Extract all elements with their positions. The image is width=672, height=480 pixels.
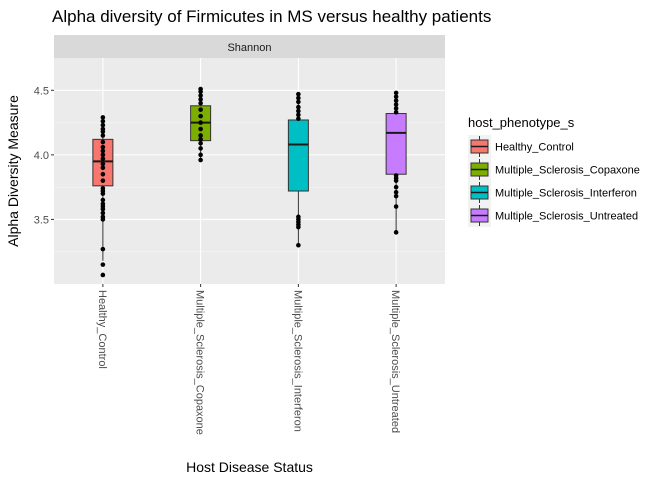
data-point: [100, 156, 106, 162]
data-point: [393, 173, 399, 178]
data-point: [198, 140, 203, 146]
chart-title: Alpha diversity of Firmicutes in MS vers…: [52, 7, 491, 26]
box-Multiple_Sclerosis_Copaxone: [190, 86, 212, 163]
data-point: [296, 95, 301, 101]
legend-label: Multiple_Sclerosis_Interferon: [495, 188, 637, 200]
data-point: [198, 137, 203, 142]
data-point: [100, 139, 106, 145]
data-point: [198, 97, 203, 102]
legend-item-Multiple_Sclerosis_Untreated: Multiple_Sclerosis_Untreated: [468, 204, 638, 227]
data-point: [198, 152, 203, 158]
data-point: [393, 98, 399, 103]
data-point: [393, 190, 399, 195]
data-point: [198, 100, 203, 106]
data-point: [100, 148, 106, 154]
data-point: [100, 197, 106, 203]
data-point: [100, 262, 106, 267]
axes: 3.5 4.0 4.5 Healthy_Control Multiple_Scleros…: [34, 85, 401, 435]
data-point: [393, 184, 399, 190]
data-point: [100, 210, 106, 216]
data-point: [393, 109, 399, 115]
data-point: [100, 115, 106, 120]
legend-label: Healthy_Control: [495, 142, 574, 154]
data-point: [393, 90, 399, 96]
data-point: [100, 186, 106, 191]
data-point: [198, 157, 203, 163]
data-point: [296, 91, 301, 97]
data-point: [100, 118, 106, 124]
plot-panel: [54, 58, 445, 284]
data-point: [296, 104, 301, 110]
data-point: [198, 113, 203, 119]
data-point: [198, 133, 203, 138]
data-point: [100, 246, 106, 252]
data-point: [296, 108, 301, 114]
data-point: [100, 214, 106, 220]
x-tick-label: Multiple_Sclerosis_Interferon: [291, 290, 303, 432]
facet-label: Shannon: [227, 42, 271, 54]
legend: host_phenotype_s Healthy_Control Multiple…: [468, 115, 640, 227]
data-point: [198, 120, 203, 125]
data-point: [296, 99, 301, 105]
legend-label: Multiple_Sclerosis_Untreated: [495, 211, 638, 223]
data-point: [393, 204, 399, 209]
y-axis-title: Alpha Diversity Measure: [5, 95, 21, 247]
data-point: [393, 102, 399, 107]
data-point: [393, 230, 399, 235]
data-point: [198, 126, 203, 132]
legend-item-Multiple_Sclerosis_Copaxone: Multiple_Sclerosis_Copaxone: [468, 158, 640, 181]
box-body: [287, 119, 309, 192]
data-point: [100, 178, 106, 183]
data-point: [393, 193, 399, 199]
x-tick-label: Multiple_Sclerosis_Untreated: [389, 290, 401, 433]
box-Multiple_Sclerosis_Interferon: [287, 91, 309, 248]
data-point: [393, 106, 399, 111]
data-point: [296, 116, 301, 121]
data-point: [100, 171, 106, 177]
data-point: [100, 122, 106, 128]
data-point: [198, 107, 203, 112]
y-tick-label: 4.5: [34, 85, 49, 97]
legend-item-Healthy_Control: Healthy_Control: [468, 135, 574, 158]
boxes: [92, 86, 407, 278]
y-tick-label: 4.0: [34, 150, 49, 162]
data-point: [198, 86, 203, 92]
data-point: [100, 201, 106, 207]
y-tick-label: 3.5: [34, 214, 49, 226]
x-axis-title: Host Disease Status: [186, 459, 313, 475]
data-point: [198, 146, 203, 151]
legend-title: host_phenotype_s: [468, 115, 575, 130]
data-point: [100, 126, 106, 132]
facet-strip: [54, 35, 445, 58]
x-tick-label: Healthy_Control: [96, 290, 108, 369]
box-Multiple_Sclerosis_Untreated: [385, 90, 407, 235]
legend-item-Multiple_Sclerosis_Interferon: Multiple_Sclerosis_Interferon: [468, 181, 637, 204]
data-point: [296, 112, 301, 118]
data-point: [100, 272, 106, 278]
data-point: [100, 152, 106, 158]
box-body: [385, 113, 407, 175]
legend-label: Multiple_Sclerosis_Copaxone: [495, 165, 640, 177]
x-tick-label: Multiple_Sclerosis_Copaxone: [194, 290, 206, 435]
data-point: [198, 93, 203, 98]
data-point: [100, 161, 106, 167]
data-point: [100, 133, 106, 138]
data-point: [393, 94, 399, 100]
data-point: [296, 242, 301, 248]
data-point: [100, 144, 106, 150]
data-point: [100, 165, 106, 171]
box-Healthy_Control: [92, 115, 114, 278]
data-point: [296, 214, 301, 220]
